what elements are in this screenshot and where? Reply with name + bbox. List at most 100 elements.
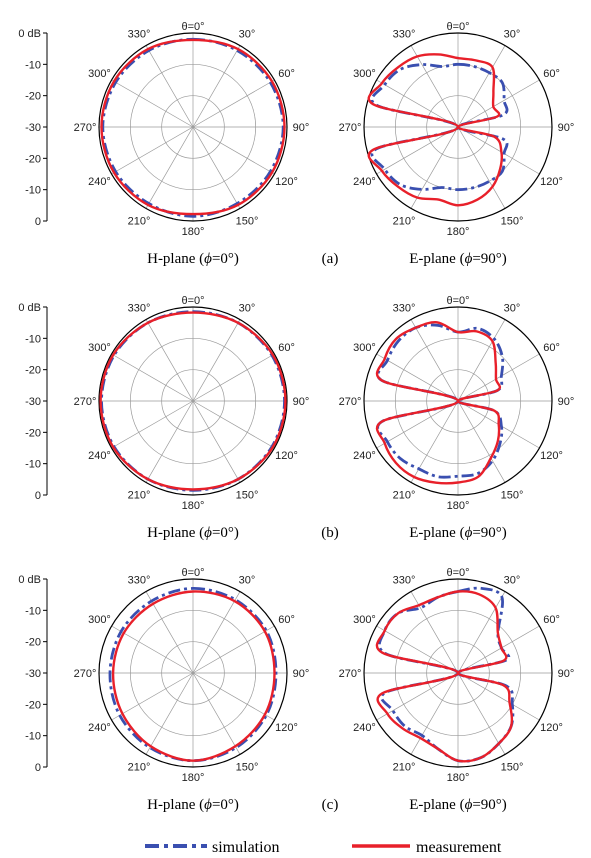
angle-label-240: 240° bbox=[88, 722, 111, 734]
angle-label-120: 120° bbox=[540, 176, 563, 188]
grid-spoke-300 bbox=[376, 79, 459, 128]
grid-spoke-120 bbox=[457, 126, 540, 175]
outer-circle bbox=[363, 578, 553, 768]
outer-circle bbox=[98, 306, 288, 496]
grid-spoke-300 bbox=[376, 625, 459, 674]
angle-label-120: 120° bbox=[275, 450, 298, 462]
simulation-curve bbox=[101, 37, 285, 218]
grid-spoke-240 bbox=[111, 126, 194, 175]
scale-label: 0 bbox=[35, 762, 41, 774]
angle-label-210: 210° bbox=[128, 762, 151, 774]
angle-label-210: 210° bbox=[128, 216, 151, 228]
e-plane-chart-1: θ=0° 30° 60° 90° 120° 150° 180° 210° 240° 270° 300… bbox=[339, 295, 575, 512]
angle-label-60: 60° bbox=[543, 68, 560, 80]
h-plane-caption-1-suffix: =0°) bbox=[212, 525, 239, 541]
simulation-curve bbox=[108, 586, 278, 763]
scale-label: -30 bbox=[25, 122, 41, 134]
h-plane-caption-0-phi: ϕ bbox=[204, 251, 212, 267]
h-plane-caption-0: H-plane (ϕ=0°) bbox=[147, 251, 239, 267]
angle-label-330: 330° bbox=[128, 302, 151, 314]
angle-label-120: 120° bbox=[275, 722, 298, 734]
grid-spoke-150 bbox=[192, 400, 241, 483]
angle-label-30: 30° bbox=[239, 28, 256, 40]
grid-spoke-240 bbox=[111, 672, 194, 721]
grid-spoke-300 bbox=[111, 353, 194, 402]
angle-label-180: 180° bbox=[182, 500, 205, 512]
angle-label-180: 180° bbox=[182, 772, 205, 784]
angle-label-60: 60° bbox=[278, 342, 295, 354]
measurement-curve bbox=[375, 590, 514, 763]
angle-label-150: 150° bbox=[501, 216, 524, 228]
angle-label-30: 30° bbox=[239, 302, 256, 314]
measurement-curve bbox=[111, 590, 276, 762]
e-plane-caption-1-phi: ϕ bbox=[465, 525, 473, 541]
grid-spoke-300 bbox=[376, 353, 459, 402]
db-scale-2: 0 dB -10 -20 -30 -20 -10 0 bbox=[18, 574, 48, 774]
grid-spoke-300 bbox=[111, 79, 194, 128]
grid-spoke-60 bbox=[457, 79, 540, 128]
e-plane-caption-2-phi: ϕ bbox=[465, 797, 473, 813]
angle-label-300: 300° bbox=[353, 614, 376, 626]
angle-label-30: 30° bbox=[239, 574, 256, 586]
e-plane-caption-2-prefix: E-plane ( bbox=[409, 797, 464, 813]
grid-spoke-330 bbox=[410, 45, 459, 128]
angle-label-330: 330° bbox=[128, 574, 151, 586]
grid-spoke-240 bbox=[376, 126, 459, 175]
h-plane-chart-0: θ=0° 30° 60° 90° 120° 150° 180° 210° 240° 270° 300… bbox=[74, 21, 310, 238]
h-plane-caption-1: H-plane (ϕ=0°) bbox=[147, 525, 239, 541]
outer-circle bbox=[363, 306, 553, 496]
grid-spoke-210 bbox=[145, 672, 194, 755]
angle-label-270: 270° bbox=[74, 122, 97, 134]
angle-label-0: θ=0° bbox=[181, 21, 204, 33]
angle-label-330: 330° bbox=[393, 302, 416, 314]
e-plane-caption-0-suffix: =90°) bbox=[472, 251, 506, 267]
e-plane-caption-1-suffix: =90°) bbox=[472, 525, 506, 541]
angle-label-150: 150° bbox=[501, 490, 524, 502]
angle-label-210: 210° bbox=[393, 216, 416, 228]
grid-spoke-30 bbox=[192, 319, 241, 402]
scale-label: -10 bbox=[25, 459, 41, 471]
measurement-curve bbox=[100, 38, 286, 216]
angle-label-300: 300° bbox=[88, 614, 111, 626]
grid-spoke-60 bbox=[192, 625, 275, 674]
angle-label-30: 30° bbox=[504, 302, 521, 314]
scale-label: -10 bbox=[25, 333, 41, 345]
grid-spoke-120 bbox=[192, 400, 275, 449]
angle-label-330: 330° bbox=[393, 574, 416, 586]
grid-spoke-150 bbox=[457, 126, 506, 209]
grid-spoke-30 bbox=[192, 591, 241, 674]
grid-spoke-210 bbox=[410, 126, 459, 209]
angle-label-30: 30° bbox=[504, 574, 521, 586]
grid-spoke-330 bbox=[410, 319, 459, 402]
legend: simulation measurement bbox=[145, 839, 502, 856]
simulation-curve bbox=[370, 62, 509, 192]
simulation-curve bbox=[377, 586, 515, 763]
angle-label-120: 120° bbox=[275, 176, 298, 188]
angle-label-240: 240° bbox=[88, 450, 111, 462]
angle-label-60: 60° bbox=[278, 614, 295, 626]
grid-spoke-300 bbox=[111, 625, 194, 674]
e-plane-caption-0: E-plane (ϕ=90°) bbox=[409, 251, 507, 267]
grid-spoke-240 bbox=[111, 400, 194, 449]
angle-label-210: 210° bbox=[128, 490, 151, 502]
angle-label-300: 300° bbox=[88, 68, 111, 80]
scale-label: -20 bbox=[25, 153, 41, 165]
scale-label: -20 bbox=[25, 427, 41, 439]
h-plane-caption-2: H-plane (ϕ=0°) bbox=[147, 797, 239, 813]
panel-label-2: (c) bbox=[322, 797, 339, 813]
h-plane-caption-2-phi: ϕ bbox=[204, 797, 212, 813]
angle-label-300: 300° bbox=[88, 342, 111, 354]
grid-spoke-150 bbox=[192, 126, 241, 209]
h-plane-chart-1: θ=0° 30° 60° 90° 120° 150° 180° 210° 240° 270° 300… bbox=[74, 295, 310, 512]
angle-label-90: 90° bbox=[558, 396, 575, 408]
scale-label: -10 bbox=[25, 605, 41, 617]
h-plane-chart-2: θ=0° 30° 60° 90° 120° 150° 180° 210° 240° 270° 300… bbox=[74, 567, 310, 784]
grid-spoke-30 bbox=[457, 319, 506, 402]
e-plane-caption-1-prefix: E-plane ( bbox=[409, 525, 464, 541]
angle-label-330: 330° bbox=[393, 28, 416, 40]
angle-label-240: 240° bbox=[353, 722, 376, 734]
angle-label-180: 180° bbox=[447, 500, 470, 512]
angle-label-240: 240° bbox=[353, 450, 376, 462]
e-plane-caption-1: E-plane (ϕ=90°) bbox=[409, 525, 507, 541]
scale-label: -10 bbox=[25, 731, 41, 743]
